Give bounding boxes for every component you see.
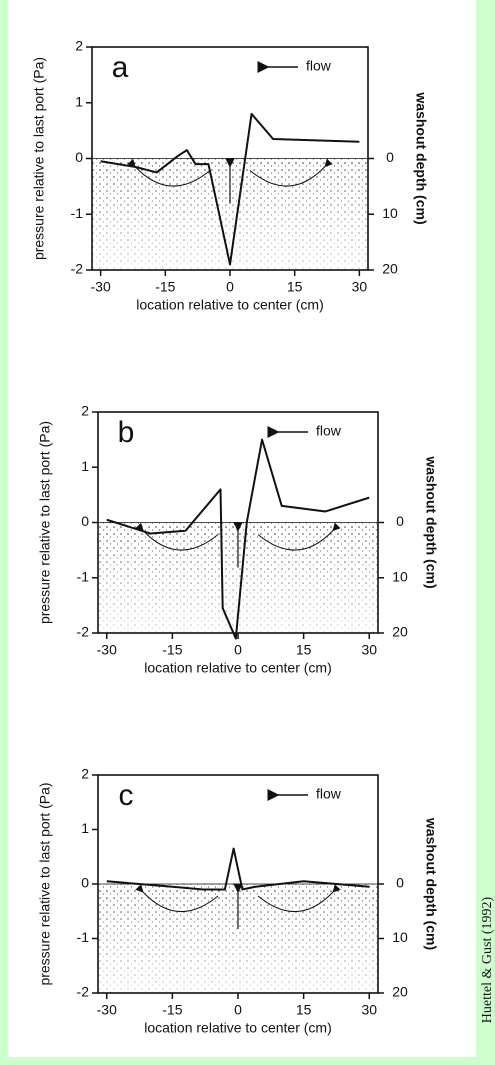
- y2-tick-label: 20: [392, 984, 408, 1000]
- flow-annotation: flow: [316, 786, 342, 802]
- x-tick-label: 30: [361, 642, 377, 658]
- y-tick-label: -2: [71, 261, 84, 277]
- flow-arc: [135, 522, 219, 551]
- pressure-line: [100, 112, 360, 266]
- y2-tick-label: 10: [382, 205, 398, 221]
- flow-arc: [249, 158, 333, 187]
- flow-annotation: flow: [306, 58, 332, 74]
- x-tick-label: -15: [155, 279, 175, 295]
- x-tick-label: -30: [97, 1002, 117, 1018]
- y2-tick-label: 10: [392, 929, 408, 945]
- flow-arc: [257, 522, 341, 551]
- x-tick-label: 15: [296, 642, 312, 658]
- x-tick-label: 0: [226, 279, 234, 295]
- y-axis-label: pressure relative to last port (Pa): [31, 57, 47, 260]
- x-tick-label: -30: [97, 642, 117, 658]
- x-axis-label: location relative to center (cm): [144, 1020, 332, 1036]
- pressure-line: [106, 438, 370, 640]
- y2-tick-label: 0: [396, 875, 404, 891]
- y-tick-label: 2: [75, 38, 83, 54]
- y-axis-label: pressure relative to last port (Pa): [37, 421, 53, 624]
- credit: Huettel & Gust (1992): [480, 896, 495, 1023]
- y2-tick-label: 20: [382, 261, 398, 277]
- x-tick-label: 0: [234, 642, 242, 658]
- y-tick-label: 2: [81, 766, 89, 782]
- panel-letter: b: [118, 416, 135, 449]
- flow-arc: [127, 158, 211, 187]
- y2-tick-label: 0: [386, 149, 394, 165]
- y-tick-label: 2: [81, 403, 89, 419]
- y2-axis-label: washout depth (cm): [413, 91, 429, 224]
- y-axis-label: pressure relative to last port (Pa): [37, 782, 53, 985]
- y2-tick-label: 20: [392, 624, 408, 640]
- y2-axis-label: washout depth (cm): [423, 455, 439, 588]
- y-tick-label: 0: [81, 513, 89, 529]
- y-tick-label: -2: [77, 624, 90, 640]
- y-tick-label: -1: [77, 929, 90, 945]
- pressure-line: [106, 847, 370, 891]
- y-tick-label: 1: [75, 93, 83, 109]
- y-tick-label: -1: [77, 568, 90, 584]
- x-axis-label: location relative to center (cm): [136, 297, 324, 313]
- x-tick-label: 30: [352, 279, 368, 295]
- x-axis-label: location relative to center (cm): [144, 660, 332, 676]
- y-tick-label: 1: [81, 458, 89, 474]
- flow-arc: [135, 884, 219, 912]
- y-tick-label: 0: [81, 875, 89, 891]
- x-tick-label: 30: [361, 1002, 377, 1018]
- flow-arc: [257, 884, 341, 912]
- y2-tick-label: 10: [392, 568, 408, 584]
- x-tick-label: 0: [234, 1002, 242, 1018]
- y-tick-label: -2: [77, 984, 90, 1000]
- panel-letter: a: [112, 51, 129, 84]
- x-tick-label: 15: [287, 279, 303, 295]
- y-tick-label: 1: [81, 820, 89, 836]
- x-tick-label: 15: [296, 1002, 312, 1018]
- y2-axis-label: washout depth (cm): [423, 817, 439, 950]
- panel-letter: c: [119, 779, 134, 812]
- x-tick-label: -15: [162, 642, 182, 658]
- flow-annotation: flow: [316, 423, 342, 439]
- y-tick-label: 0: [75, 149, 83, 165]
- y2-tick-label: 0: [396, 513, 404, 529]
- y-tick-label: -1: [71, 205, 84, 221]
- x-tick-label: -30: [91, 279, 111, 295]
- x-tick-label: -15: [162, 1002, 182, 1018]
